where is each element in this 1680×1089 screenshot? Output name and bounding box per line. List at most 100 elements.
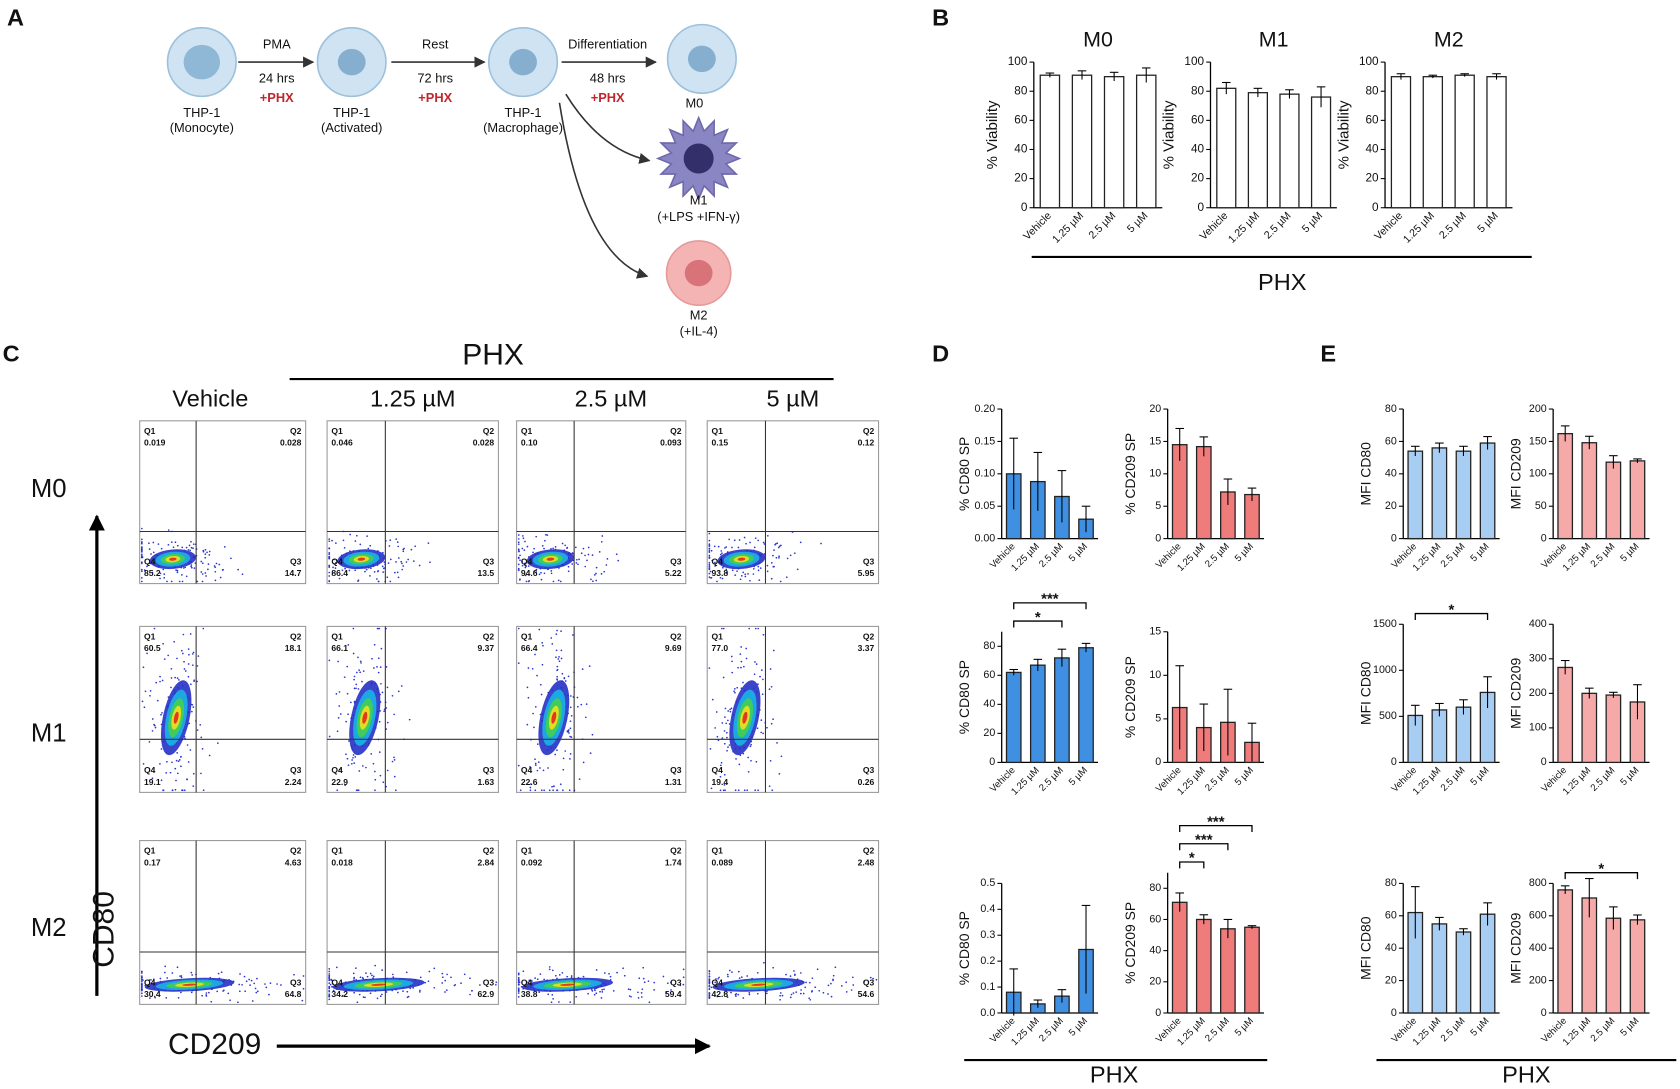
event-dot xyxy=(190,540,192,543)
event-dot xyxy=(347,713,349,716)
y-tick-label: 5 xyxy=(1155,500,1161,512)
event-dot xyxy=(727,975,729,978)
event-dot xyxy=(627,988,630,990)
event-dot xyxy=(469,993,471,996)
event-dot xyxy=(723,773,726,776)
event-dot xyxy=(708,981,711,984)
event-dot xyxy=(140,995,143,997)
event-dot xyxy=(786,557,789,560)
outcome-sublabel: (+LPS +IFN-γ) xyxy=(657,209,740,224)
y-tick-label: 0 xyxy=(1021,201,1028,214)
event-dot xyxy=(202,789,205,792)
event-dot xyxy=(370,567,372,570)
density xyxy=(371,983,386,986)
event-dot xyxy=(718,976,720,979)
event-dot xyxy=(335,966,338,969)
event-dot xyxy=(522,970,525,973)
significance-label: *** xyxy=(1195,832,1213,849)
event-dot xyxy=(539,973,542,975)
event-dot xyxy=(331,572,334,574)
event-dot xyxy=(749,745,752,748)
y-tick-label: 60 xyxy=(1149,913,1161,925)
step-label: PMA xyxy=(263,36,291,51)
event-dot xyxy=(400,685,403,687)
event-dot xyxy=(577,563,579,566)
event-dot xyxy=(595,992,598,995)
event-dot xyxy=(280,984,282,986)
event-dot xyxy=(140,527,143,530)
event-dot xyxy=(187,663,190,665)
event-dot xyxy=(569,758,571,760)
event-dot xyxy=(766,570,769,573)
event-dot xyxy=(191,664,194,667)
quadrant-value: 1.63 xyxy=(477,777,494,787)
chart-title: M2 xyxy=(1434,27,1464,51)
event-dot xyxy=(869,976,872,979)
event-dot xyxy=(214,570,217,573)
event-dot xyxy=(251,1000,254,1002)
event-dot xyxy=(371,657,373,660)
event-dot xyxy=(556,668,559,671)
event-dot xyxy=(377,580,380,583)
event-dot xyxy=(653,981,656,984)
event-dot xyxy=(606,557,609,560)
quadrant-name: Q4 xyxy=(144,977,156,987)
event-dot xyxy=(345,720,348,723)
bar xyxy=(1431,447,1448,540)
event-dot xyxy=(716,735,719,738)
event-dot xyxy=(728,538,731,541)
event-dot xyxy=(220,971,223,974)
event-dot xyxy=(552,547,554,550)
quadrant-name: Q2 xyxy=(483,426,495,436)
event-dot xyxy=(710,549,713,552)
bar xyxy=(1455,450,1472,540)
event-dot xyxy=(682,983,685,986)
node-label: THP-1 xyxy=(183,105,220,120)
event-dot xyxy=(161,679,164,682)
event-dot xyxy=(629,988,632,991)
event-dot xyxy=(555,656,557,659)
bar xyxy=(1195,445,1212,540)
event-dot xyxy=(222,990,224,992)
event-dot xyxy=(545,533,547,536)
event-dot xyxy=(808,997,811,1000)
quadrant-value: 85.2 xyxy=(144,568,161,578)
event-dot xyxy=(183,668,186,670)
event-dot xyxy=(737,546,740,549)
event-dot xyxy=(328,989,331,992)
event-dot xyxy=(725,572,728,574)
quadrant-value: 66.4 xyxy=(521,643,538,653)
significance-bracket xyxy=(1013,602,1087,610)
y-tick-label: 0 xyxy=(1155,532,1161,544)
event-dot xyxy=(716,995,719,998)
event-dot xyxy=(190,971,193,974)
quadrant-name: Q2 xyxy=(863,846,875,856)
y-tick-label: 0.10 xyxy=(974,468,995,480)
event-dot xyxy=(539,767,541,769)
event-dot xyxy=(569,1001,572,1004)
event-dot xyxy=(779,998,781,1001)
y-tick-label: 0.0 xyxy=(980,1007,995,1019)
event-dot xyxy=(174,767,177,770)
event-dot xyxy=(148,979,151,981)
event-dot xyxy=(567,565,570,568)
event-dot xyxy=(708,992,711,994)
event-dot xyxy=(329,983,332,986)
event-dot xyxy=(338,768,341,771)
event-dot xyxy=(146,652,148,655)
step-label: Differentiation xyxy=(568,36,647,51)
event-dot xyxy=(230,557,232,560)
quadrant-name: Q3 xyxy=(483,977,495,987)
y-tick-label: 20 xyxy=(1149,403,1161,415)
event-dot xyxy=(763,961,765,964)
event-dot xyxy=(745,657,748,660)
significance-label: *** xyxy=(1207,813,1225,830)
event-dot xyxy=(729,708,731,711)
event-dot xyxy=(739,653,742,656)
event-dot xyxy=(708,572,711,575)
y-tick-label: 0 xyxy=(1155,1007,1161,1019)
event-dot xyxy=(140,577,143,579)
event-dot xyxy=(517,569,520,572)
event-dot xyxy=(746,789,749,792)
event-dot xyxy=(187,675,190,678)
